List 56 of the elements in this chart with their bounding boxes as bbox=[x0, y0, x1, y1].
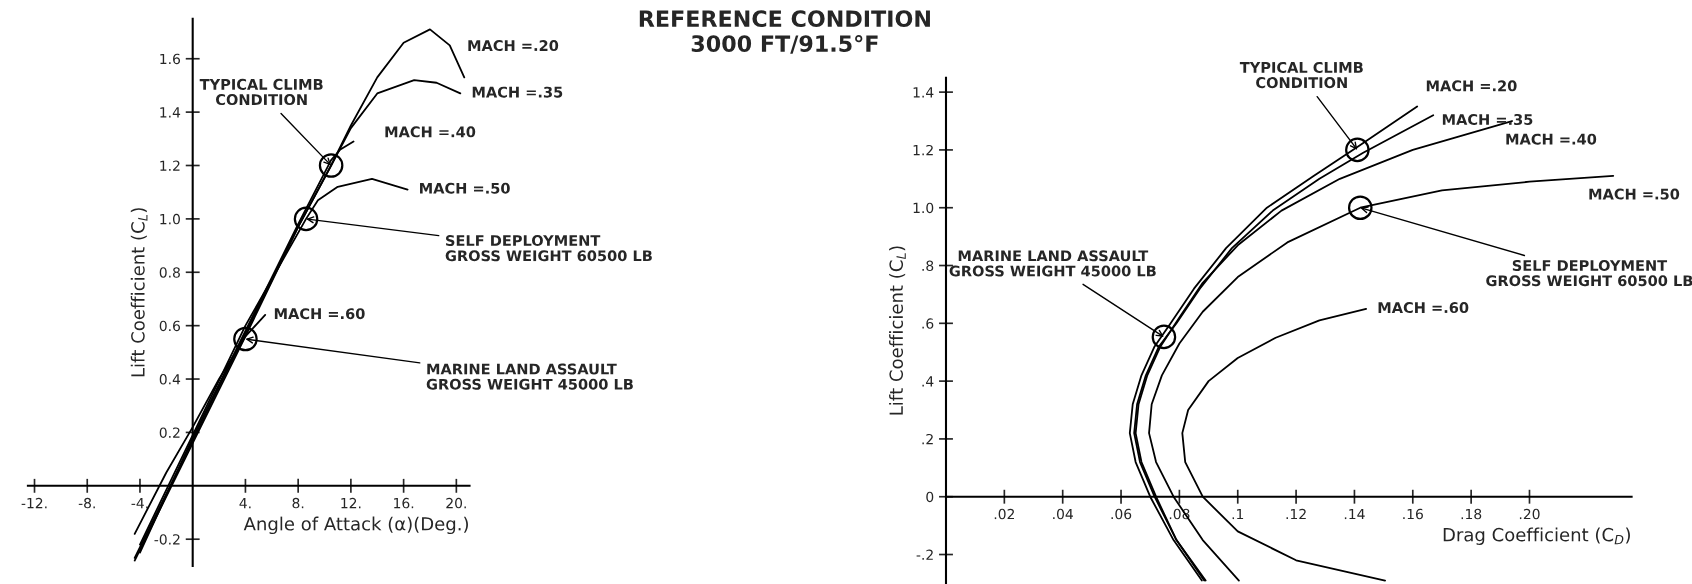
x-tick-label: .18 bbox=[1461, 508, 1482, 520]
series-label: MACH =.35 bbox=[1442, 114, 1533, 126]
x-axis-title: Angle of Attack (α)(Deg.) bbox=[243, 516, 468, 535]
y-tick-label: 1.6 bbox=[160, 53, 181, 65]
x-tick-label: 8. bbox=[292, 497, 304, 509]
y-tick-label: .6 bbox=[922, 318, 934, 329]
y-tick-label: 1.2 bbox=[160, 160, 180, 171]
x-tick-label: -12. bbox=[21, 497, 47, 509]
annotation: SELF DEPLOYMENT GROSS WEIGHT 60500 LB bbox=[1486, 259, 1692, 287]
y-tick-label: 1.0 bbox=[160, 213, 180, 225]
x-tick-label: .1 bbox=[1232, 508, 1244, 520]
y-tick-label: 0 bbox=[926, 491, 934, 503]
y-axis-title: Lift Coefficient (C$_{L}$) bbox=[130, 208, 148, 377]
y-tick-label: .4 bbox=[922, 376, 934, 387]
y-axis-title: Lift Coefficient (C$_{L}$) bbox=[889, 246, 906, 415]
series-label: MACH =.50 bbox=[420, 182, 510, 194]
series-label: MACH =.50 bbox=[1589, 188, 1680, 200]
y-tick-label: .2 bbox=[922, 433, 933, 445]
y-tick-label: -0.2 bbox=[154, 534, 180, 545]
series-label: MACH =.20 bbox=[468, 40, 559, 52]
annotation: MARINE LAND ASSAULT GROSS WEIGHT 45000 LB bbox=[949, 250, 1156, 277]
x-axis-title: Drag Coefficient (C$_{D}$) bbox=[1443, 527, 1630, 545]
annotation: TYPICAL CLIMB CONDITION bbox=[199, 78, 323, 106]
x-tick-label: 20. bbox=[446, 497, 466, 509]
y-tick-label: 1.4 bbox=[913, 87, 934, 98]
x-tick-label: .02 bbox=[994, 508, 1014, 520]
x-tick-label: .20 bbox=[1519, 508, 1540, 520]
x-tick-label: .16 bbox=[1403, 508, 1423, 520]
x-tick-label: .14 bbox=[1344, 508, 1365, 520]
y-tick-label: 0.4 bbox=[159, 374, 181, 385]
series-label: MACH =.60 bbox=[1378, 302, 1469, 314]
annotation: TYPICAL CLIMB CONDITION bbox=[1239, 61, 1363, 89]
chart-title: REFERENCE CONDITION 3000 FT/91.5°F bbox=[639, 10, 930, 54]
x-tick-label: -4. bbox=[131, 498, 148, 509]
y-tick-label: 0.6 bbox=[159, 320, 181, 332]
y-tick-label: 0.8 bbox=[159, 267, 180, 278]
series-label: MACH =.40 bbox=[1506, 133, 1597, 145]
x-tick-label: 16. bbox=[394, 497, 414, 509]
y-tick-label: 0.2 bbox=[159, 427, 180, 438]
series-label: MACH =.60 bbox=[274, 308, 365, 320]
x-tick-label: .12 bbox=[1286, 508, 1306, 520]
y-tick-label: 1.0 bbox=[913, 202, 934, 214]
y-tick-label: 1.4 bbox=[160, 107, 181, 118]
series-label: MACH =.35 bbox=[472, 86, 563, 98]
x-tick-label: -8. bbox=[78, 497, 95, 509]
annotation: MARINE LAND ASSAULT GROSS WEIGHT 45000 LB bbox=[426, 363, 633, 390]
x-tick-label: 12. bbox=[341, 497, 361, 509]
series-label: MACH =.20 bbox=[1426, 80, 1517, 92]
annotation: SELF DEPLOYMENT GROSS WEIGHT 60500 LB bbox=[445, 235, 652, 262]
x-tick-label: .06 bbox=[1111, 508, 1132, 520]
y-tick-label: 1.2 bbox=[913, 144, 933, 156]
y-tick-label: .8 bbox=[922, 260, 934, 271]
x-tick-label: .04 bbox=[1053, 508, 1073, 520]
x-tick-label: 4. bbox=[239, 498, 251, 509]
y-tick-label: -.2 bbox=[916, 549, 933, 560]
text: MACH =.40 bbox=[385, 126, 476, 138]
